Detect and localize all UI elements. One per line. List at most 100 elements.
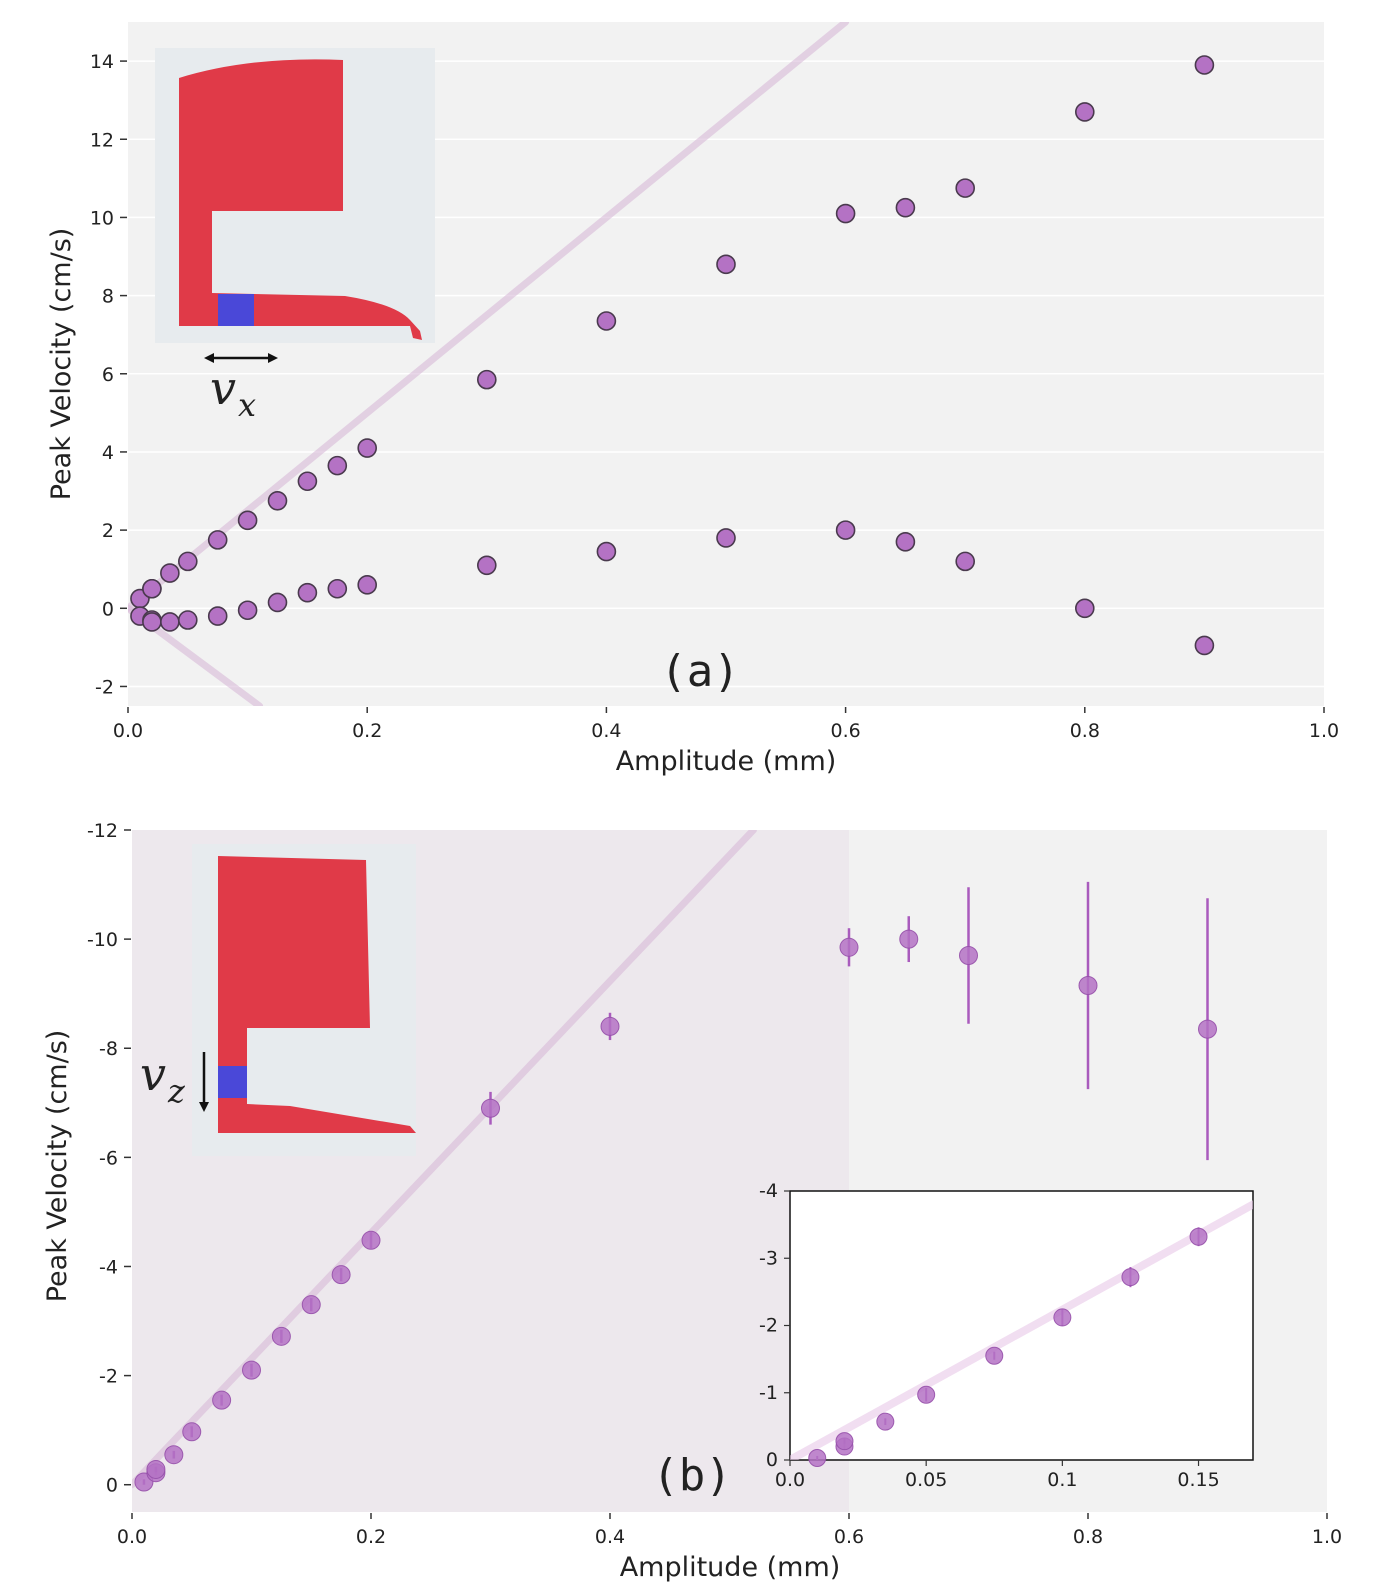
panel-a-x-ticks: 0.0 0.2 0.4 0.6 0.8 1.0 [113,707,1339,742]
panel-b-data-point [839,937,859,957]
panel-b-inset-subscript: z [167,1072,186,1110]
panel-b-data-point [271,1326,291,1346]
panel-a-data-point [178,551,198,572]
panel-b-x-tick-label: 0.0 [117,1526,147,1548]
panel-a-data-point [327,578,348,599]
panel-a-data-point [207,606,228,626]
panel-b-y-axis-label: Peak Velocity (cm/s) [42,1030,73,1303]
panel-a-data-point [267,592,288,613]
zoom-inset-x-tick-label: 0.15 [1177,1469,1219,1491]
panel-b-y-tick-label: -12 [87,820,118,842]
panel-b-data-point [182,1422,202,1442]
panel-a-x-tick-label: 0.6 [830,720,860,742]
zoom-inset-x-tick-label: 0.05 [905,1469,947,1491]
panel-a-data-point [297,471,318,492]
panel-a-data-point [476,555,497,576]
panel-b-y-tick-label: -8 [99,1038,118,1060]
zoom-inset-data-point [835,1432,854,1451]
panel-a-y-tick-label: 14 [90,51,114,73]
panel-a-x-tick-label: 0.2 [352,720,382,742]
panel-b-y-tick-label: 0 [106,1475,118,1497]
zoom-inset-points [808,1227,1208,1467]
panel-b-data-point [481,1098,500,1118]
panel-a-data-point [835,203,856,224]
zoom-inset-x-tick-label: 0.1 [1047,1469,1077,1491]
panel-a-data-point [237,600,258,621]
panel-a-y-ticks: -2 0 2 4 6 8 10 12 14 [90,51,127,698]
panel-a-inset-subscript: x [238,386,256,424]
panel-b-x-tick-label: 0.8 [1073,1526,1103,1548]
panel-b-data-point [242,1360,261,1380]
panel-b-reference-line-path [132,830,757,1489]
panel-a-data-point [895,197,916,218]
panel-a-data-point [327,455,348,476]
panel-a-data-point [142,578,162,599]
panel-b-zoom-inset: 0.0 0.05 0.1 0.15 0 -1 -2 -3 -4 [759,1180,1254,1491]
panel-b-simulation-image [192,844,416,1156]
panel-a-y-tick-label: 2 [102,520,114,542]
panel-a-y-tick-label: 0 [102,598,114,620]
panel-a-data-point [955,551,976,572]
panel-a-data-point [1075,598,1095,619]
zoom-inset-reference-line [790,1200,1253,1460]
panel-b-x-tick-label: 0.2 [356,1526,386,1548]
panel-a-x-axis-label: Amplitude (mm) [616,746,837,777]
panel-a-data-point [267,490,288,511]
zoom-inset-x-tick-label: 0.0 [775,1469,805,1491]
panel-b-data-point [301,1295,321,1315]
panel-b-y-ticks: 0 -2 -4 -6 -8 -10 -12 [87,820,131,1497]
panel-b-x-ticks: 0.0 0.2 0.4 0.6 0.8 1.0 [117,1513,1342,1548]
panel-b: v z 0.0 0.05 0.1 0.15 0-1-2-3-4 0.0 0.2 0.4 0.… [42,820,1342,1583]
panel-b-data-point [146,1459,166,1479]
panel-a-data-point [1075,102,1095,122]
panel-a-x-tick-label: 0.8 [1070,720,1100,742]
panel-b-vz-arrow [199,1052,209,1112]
zoom-inset-data-point [1053,1308,1072,1327]
panel-a-data-point [835,520,856,540]
panel-a-inset-symbol: v [210,361,236,415]
panel-b-x-tick-label: 0.4 [595,1526,625,1548]
panel-b-y-tick-label: -10 [87,929,118,951]
panel-b-x-tick-label: 1.0 [1312,1526,1342,1548]
panel-b-data-point [600,1016,620,1036]
zoom-inset-y-tick-label: 0 [766,1449,778,1471]
panel-a-data-point [1194,55,1215,75]
zoom-inset-y-tick-label: -1 [759,1382,778,1404]
zoom-inset-y-tick-label: -3 [759,1247,778,1269]
panel-b-data-point [959,945,978,965]
panel-a-y-axis-label: Peak Velocity (cm/s) [46,228,77,501]
panel-a-data-point [895,532,916,552]
zoom-inset-data-point [985,1346,1004,1365]
panel-b-data-point [1198,1019,1217,1039]
panel-a-data-point [596,541,617,562]
panel-b-data-point [1078,975,1098,995]
panel-a-label: (a) [660,646,739,697]
panel-a-x-tick-label: 0.0 [113,720,143,742]
panel-b-label: (b) [652,1450,731,1501]
panel-a-data-point [1194,635,1215,656]
zoom-inset-reference-line-path [790,1200,1253,1460]
panel-b-y-tick-label: -4 [99,1256,118,1278]
panel-a-data-point [160,612,180,632]
panel-a-y-tick-label: 8 [102,286,114,308]
zoom-inset-y-ticks: 0 -1 -2 -3 -4 [759,1180,790,1471]
panel-a-y-tick-label: -2 [95,676,114,698]
panel-b-y-tick-label: -2 [99,1366,118,1388]
panel-a: v x 0.0 0.2 0.4 0.6 0.8 1.0 -2 0 2 4 6 8 10 12 14 (a)… [46,22,1339,777]
panel-a-data-point [596,311,617,331]
panel-b-data-point [331,1265,351,1285]
zoom-inset-y-tick-label: -2 [759,1315,778,1337]
panel-b-inset-symbol: v [140,1047,166,1101]
panel-a-data-point [357,438,378,458]
panel-a-x-tick-label: 1.0 [1309,720,1339,742]
panel-b-data-point [164,1445,184,1465]
panel-a-y-tick-label: 12 [90,129,114,151]
panel-a-data-point [716,254,736,275]
panel-b-data-point [899,929,919,949]
panel-b-data-point [212,1390,232,1410]
zoom-inset-data-point [1121,1268,1140,1287]
panel-a-y-tick-label: 6 [102,364,114,386]
panel-a-simulation-image [155,48,435,343]
panel-b-x-tick-label: 0.6 [834,1526,864,1548]
zoom-inset-data-point [917,1385,936,1404]
